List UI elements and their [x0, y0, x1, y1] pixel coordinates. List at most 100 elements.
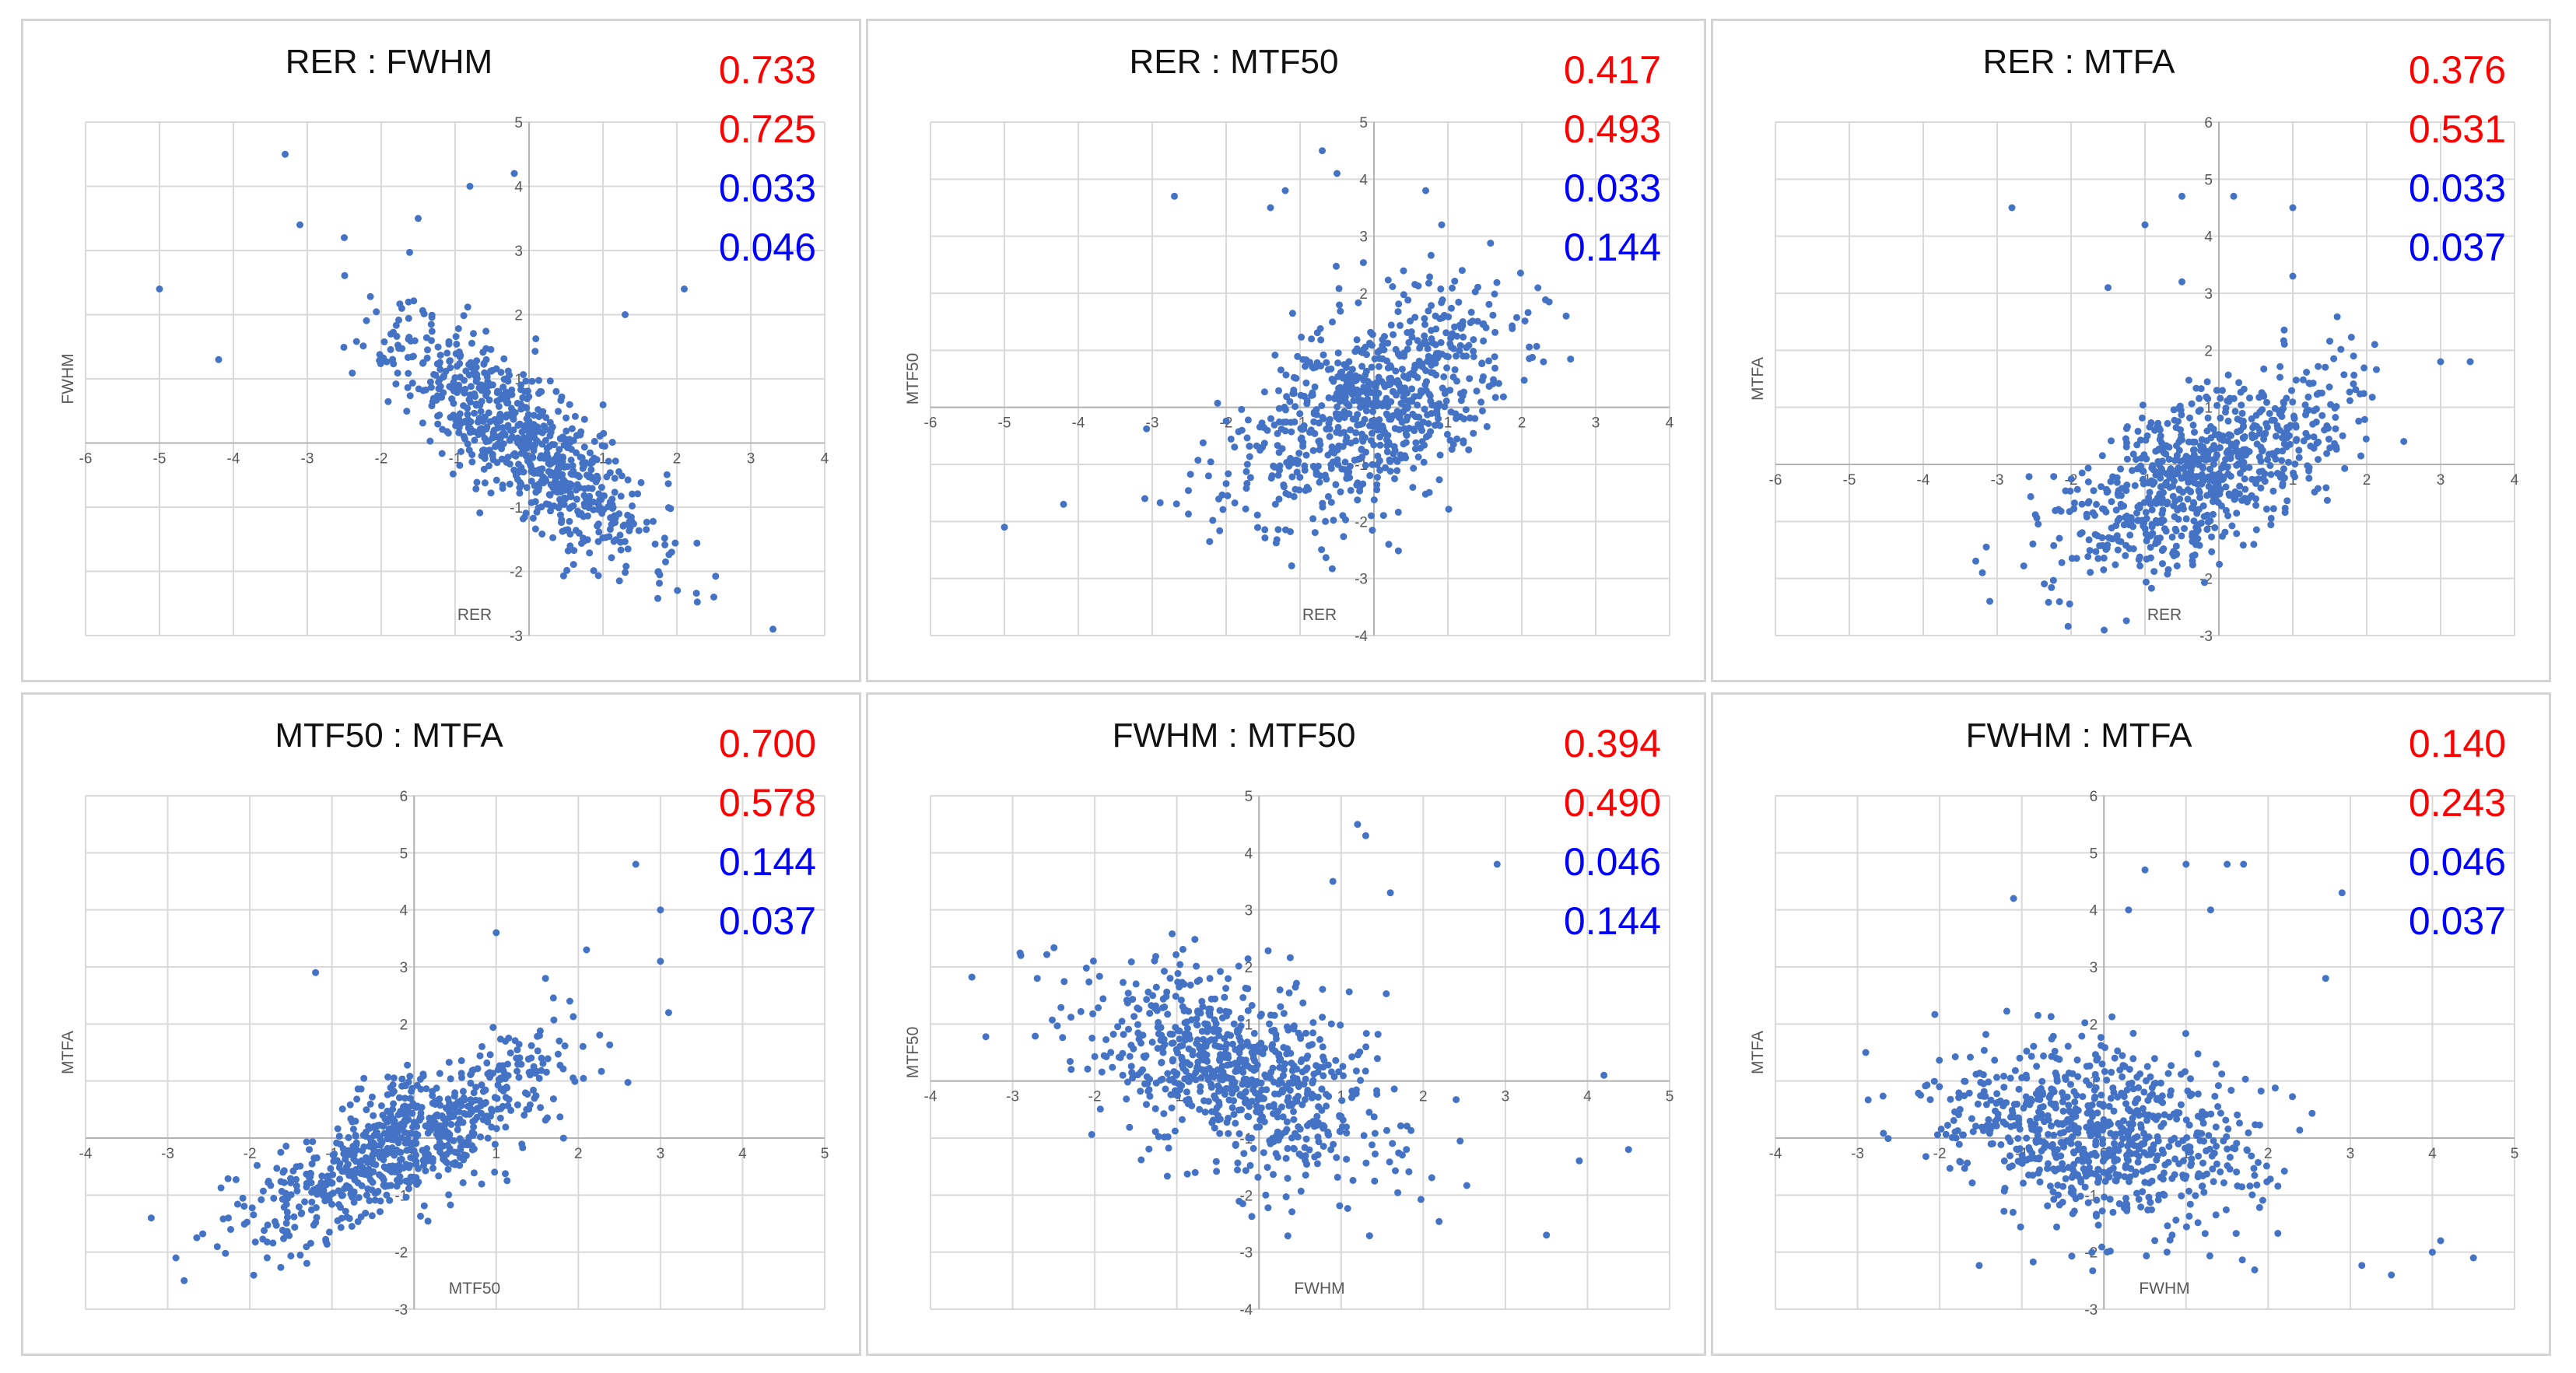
data-point: [369, 1151, 377, 1159]
data-point: [491, 1140, 499, 1148]
stat-value-1: 0.376: [2408, 48, 2506, 92]
data-point: [556, 482, 563, 490]
data-point: [1223, 1040, 1231, 1048]
data-point: [1238, 405, 1246, 413]
stat-value-2: 0.490: [1563, 781, 1661, 825]
data-point: [2100, 1150, 2108, 1158]
data-point: [2318, 412, 2326, 419]
data-point: [446, 357, 454, 365]
data-point: [293, 1187, 301, 1195]
data-point: [2315, 456, 2322, 464]
data-point: [354, 1217, 362, 1225]
data-point: [606, 1041, 614, 1049]
data-point: [1384, 364, 1392, 372]
data-point: [502, 1170, 509, 1178]
data-point: [473, 375, 481, 383]
data-point: [2123, 512, 2131, 520]
data-point: [2098, 483, 2105, 491]
data-point: [467, 1079, 475, 1087]
data-point: [2091, 1095, 2098, 1102]
data-point: [2250, 541, 2258, 548]
data-point: [1267, 1074, 1274, 1082]
data-point: [391, 1121, 399, 1129]
data-point: [1351, 372, 1359, 380]
data-point: [2074, 1130, 2082, 1137]
data-point: [1254, 1173, 1262, 1181]
data-point: [2049, 1188, 2057, 1196]
stat-value-1: 0.417: [1563, 48, 1661, 92]
data-point: [511, 1037, 519, 1045]
data-point: [1317, 336, 1325, 344]
data-point: [2266, 1175, 2274, 1183]
data-point: [1322, 517, 1330, 525]
data-point: [1567, 356, 1575, 363]
data-point: [412, 1178, 419, 1186]
x-tick-label: 4: [1583, 1089, 1592, 1105]
data-point: [1322, 554, 1330, 562]
data-point: [1053, 1022, 1061, 1030]
y-axis-label: MTF50: [904, 1027, 922, 1079]
data-point: [1423, 378, 1430, 386]
data-point: [1165, 1144, 1172, 1152]
data-point: [469, 370, 477, 378]
data-point: [1383, 448, 1391, 456]
data-point: [545, 491, 553, 499]
data-point: [1426, 273, 1434, 281]
data-point: [1225, 470, 1232, 478]
data-point: [343, 1214, 351, 1221]
data-point: [2325, 384, 2333, 391]
data-point: [2235, 379, 2243, 387]
data-point: [1284, 1232, 1292, 1240]
data-point: [487, 489, 495, 497]
data-point: [398, 1155, 405, 1163]
data-point: [1134, 1021, 1141, 1028]
data-point: [1285, 989, 1293, 996]
data-point: [596, 496, 604, 504]
data-point: [2148, 506, 2156, 513]
data-point: [2129, 1029, 2137, 1037]
data-point: [309, 1138, 317, 1146]
data-point: [1942, 1130, 1950, 1138]
data-point: [440, 1126, 448, 1133]
data-point: [2016, 1054, 2024, 1062]
data-point: [2200, 1137, 2208, 1145]
data-point: [2218, 1070, 2226, 1078]
data-point: [1224, 1074, 1232, 1081]
data-point: [1109, 1031, 1117, 1038]
y-tick-label: 4: [2090, 903, 2098, 919]
data-point: [2028, 1126, 2036, 1133]
data-point: [582, 494, 590, 502]
data-point: [500, 429, 508, 437]
data-point: [1470, 353, 1477, 360]
data-point: [2178, 532, 2185, 540]
data-point: [1471, 288, 1479, 296]
data-point: [1333, 1154, 1341, 1161]
data-point: [2000, 1207, 2008, 1215]
data-point: [1283, 459, 1291, 466]
data-point: [567, 456, 575, 464]
data-point: [2246, 1182, 2254, 1190]
data-point: [1271, 352, 1279, 359]
data-point: [1196, 976, 1204, 984]
data-point: [1290, 1025, 1298, 1033]
data-point: [156, 285, 163, 292]
data-point: [2059, 1098, 2066, 1105]
data-point: [2195, 521, 2203, 528]
data-point: [1301, 462, 1309, 470]
data-point: [531, 429, 538, 436]
data-point: [2114, 546, 2122, 554]
data-point: [2271, 1084, 2279, 1092]
data-point: [2062, 487, 2070, 495]
data-point: [1227, 435, 1235, 443]
data-point: [2080, 1145, 2087, 1153]
data-point: [1967, 1053, 1974, 1061]
scatter-plot: -4-3-2-1012345-4-3-2-112345FWHMMTF50: [904, 789, 1674, 1319]
data-point: [2135, 1153, 2143, 1160]
data-point: [506, 436, 513, 444]
data-point: [531, 348, 539, 356]
data-point: [535, 377, 542, 384]
y-axis-label: MTFA: [1749, 1031, 1767, 1074]
data-point: [1306, 429, 1313, 436]
data-point: [402, 1193, 410, 1201]
data-point: [474, 1105, 481, 1112]
